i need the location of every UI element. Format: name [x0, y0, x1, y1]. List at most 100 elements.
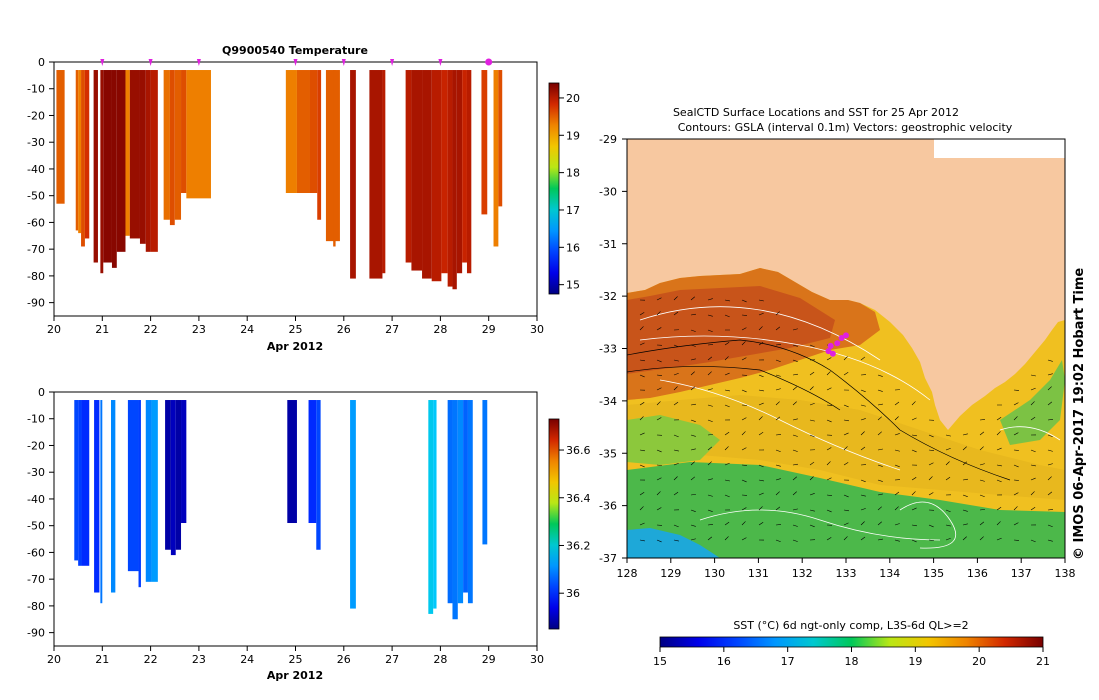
velocity-vector [775, 464, 781, 467]
velocity-vector [656, 297, 662, 301]
velocity-vector [945, 509, 951, 513]
velocity-vector [707, 461, 712, 466]
velocity-vector [724, 479, 730, 482]
green-patch [627, 415, 720, 465]
imos-stamp: © IMOS 06-Apr-2017 19:02 Hobart Time [1072, 268, 1087, 560]
velocity-vector [911, 524, 917, 527]
colorbar-tick-label: 36.6 [566, 444, 591, 457]
velocity-vector [690, 493, 696, 496]
profile-bar [175, 400, 182, 550]
velocity-vector [758, 374, 764, 378]
velocity-vector [860, 446, 866, 451]
map-y-tick-label: -31 [599, 238, 617, 251]
gslacontours [639, 306, 1061, 549]
y-tick-label: -20 [27, 109, 45, 122]
velocity-vector [758, 389, 764, 392]
velocity-vector [775, 524, 782, 526]
velocity-vector [962, 523, 968, 526]
velocity-vector [877, 374, 883, 377]
profile-bar [170, 400, 176, 556]
velocity-vector [775, 491, 780, 496]
velocity-vector [673, 296, 678, 301]
velocity-vector [690, 329, 696, 332]
velocity-vector [843, 494, 849, 498]
velocity-vector [809, 493, 815, 496]
temperature-title: Q9900540 Temperature [222, 44, 368, 57]
velocity-vector [962, 433, 968, 436]
velocity-vector [639, 342, 645, 346]
x-tick-label: 24 [240, 653, 254, 666]
velocity-vector [1030, 506, 1036, 511]
colorbar-tick-label: 17 [566, 204, 580, 217]
velocity-vector [928, 462, 934, 466]
velocity-vector [809, 461, 815, 466]
colorbar-tick-label: 16 [566, 241, 580, 254]
y-tick-label: -80 [27, 600, 45, 613]
velocity-vector [639, 326, 644, 331]
y-tick-label: -40 [27, 163, 45, 176]
surface-location-marker [825, 348, 832, 355]
map-x-tick-label: 134 [879, 567, 900, 580]
velocity-vector [945, 537, 951, 541]
velocity-vector [911, 507, 917, 511]
velocity-vector [707, 536, 713, 541]
velocity-vector [894, 491, 900, 496]
velocity-vector [792, 476, 798, 481]
velocity-vector [673, 434, 679, 438]
velocity-vector [962, 461, 968, 466]
velocity-vector [741, 521, 746, 526]
velocity-vector [945, 461, 950, 466]
profile-bar [369, 70, 383, 279]
map-x-tick-label: 128 [617, 567, 638, 580]
temperature-colorbar-ticks: 15 16 17 18 19 20 [559, 92, 580, 292]
velocity-vector [792, 401, 797, 406]
velocity-vector [826, 419, 832, 423]
velocity-vector [843, 536, 848, 541]
surface-location-marker [829, 350, 836, 357]
colorbar-tick-label: 20 [566, 92, 580, 105]
profile-bar [100, 400, 103, 604]
velocity-vector [877, 464, 883, 467]
cold-water [627, 528, 720, 558]
velocity-vector [843, 432, 849, 436]
profile-marker [148, 59, 153, 66]
velocity-vector [707, 434, 713, 436]
map-subtitle: Contours: GSLA (interval 0.1m) Vectors: … [678, 121, 1013, 134]
velocity-vector [639, 539, 645, 542]
map-x-tick-label: 131 [748, 567, 769, 580]
velocity-vector [758, 506, 763, 511]
velocity-vector [639, 492, 645, 496]
velocity-vector [656, 387, 662, 391]
velocity-vector [639, 432, 645, 436]
velocity-vector [928, 449, 934, 451]
profile-bar [74, 400, 79, 561]
sst-colorbar-tick-label: 17 [781, 655, 795, 668]
velocity-vector [656, 359, 662, 363]
velocity-vector [690, 371, 695, 376]
velocity-vector [843, 419, 849, 422]
velocity-vector [775, 388, 781, 391]
profile-bar [93, 70, 98, 263]
velocity-vector [826, 404, 832, 406]
y-tick-label: -80 [27, 270, 45, 283]
velocity-vector [877, 538, 883, 541]
velocity-vector [1013, 522, 1019, 526]
velocity-vector [894, 416, 899, 421]
velocity-vector [1030, 449, 1036, 453]
profile-bar [493, 70, 499, 247]
colorbar-tick-label: 15 [566, 279, 580, 292]
y-tick-label: -60 [27, 216, 45, 229]
velocity-vector [775, 401, 780, 406]
velocity-vector [656, 417, 662, 421]
x-tick-label: 25 [289, 323, 303, 336]
velocity-vector [775, 359, 781, 363]
velocity-vector [962, 478, 968, 481]
velocity-vector [639, 464, 645, 468]
velocity-vector [894, 433, 900, 436]
profile-bar [181, 70, 187, 194]
velocity-vector [758, 299, 764, 302]
map-x-tick-label: 129 [660, 567, 681, 580]
profile-bar [110, 400, 116, 593]
velocity-vector [775, 434, 782, 436]
velocity-vector [928, 492, 934, 496]
